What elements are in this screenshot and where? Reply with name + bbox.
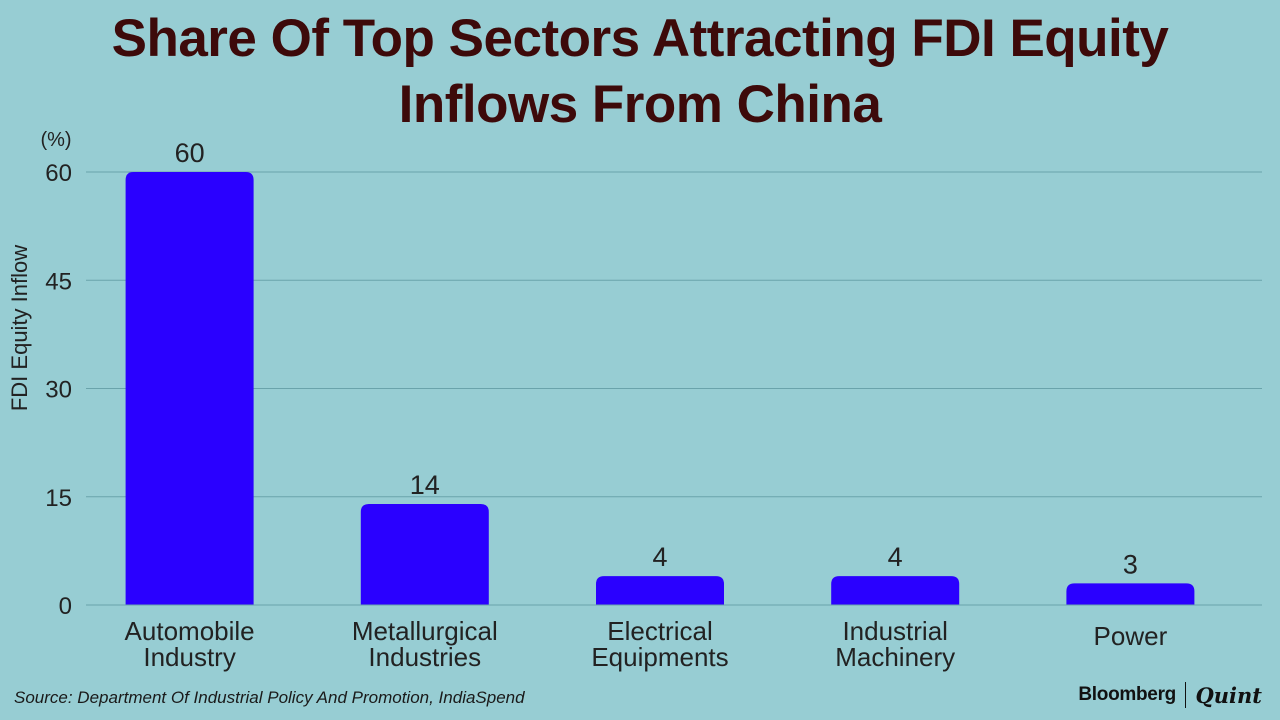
x-tick-label: Metallurgical <box>352 616 498 646</box>
data-label: 60 <box>175 138 205 168</box>
bar <box>596 576 724 605</box>
data-label: 4 <box>652 542 667 572</box>
brand-divider <box>1184 682 1187 708</box>
x-tick-label: Industrial <box>842 616 948 646</box>
bar <box>831 576 960 605</box>
chart-title-line-1: Share Of Top Sectors Attracting FDI Equi… <box>111 9 1169 68</box>
x-tick-label: Industries <box>368 642 481 672</box>
x-tick-label: Industry <box>143 642 236 672</box>
chart-title: Share Of Top Sectors Attracting FDI Equi… <box>0 6 1280 138</box>
bar <box>360 503 489 605</box>
brand-name-bloomberg: Bloomberg <box>1078 684 1176 705</box>
bar <box>1066 583 1195 605</box>
data-label: 4 <box>888 542 903 572</box>
brand-name-quint: Quint <box>1195 682 1262 708</box>
x-tick-label: Automobile <box>125 616 255 646</box>
y-unit-label: (%) <box>40 129 71 151</box>
y-tick-label: 15 <box>45 485 72 512</box>
x-tick-label: Electrical <box>607 616 712 646</box>
y-tick-label: 60 <box>45 160 72 187</box>
brand-logo: Bloomberg Quint <box>1078 682 1262 708</box>
chart-title-line-2: Inflows From China <box>398 75 882 134</box>
y-tick-label: 0 <box>59 593 72 620</box>
bar <box>125 172 254 605</box>
data-label: 14 <box>410 470 440 500</box>
x-tick-label: Power <box>1094 621 1168 651</box>
data-label: 3 <box>1123 549 1138 579</box>
y-tick-label: 45 <box>45 268 72 295</box>
y-tick-label: 30 <box>45 377 72 404</box>
x-tick-label: Equipments <box>591 642 728 672</box>
source-note: Source: Department Of Industrial Policy … <box>14 688 525 707</box>
y-axis-label: FDI Equity Inflow <box>7 245 32 411</box>
x-tick-label: Machinery <box>835 642 955 672</box>
